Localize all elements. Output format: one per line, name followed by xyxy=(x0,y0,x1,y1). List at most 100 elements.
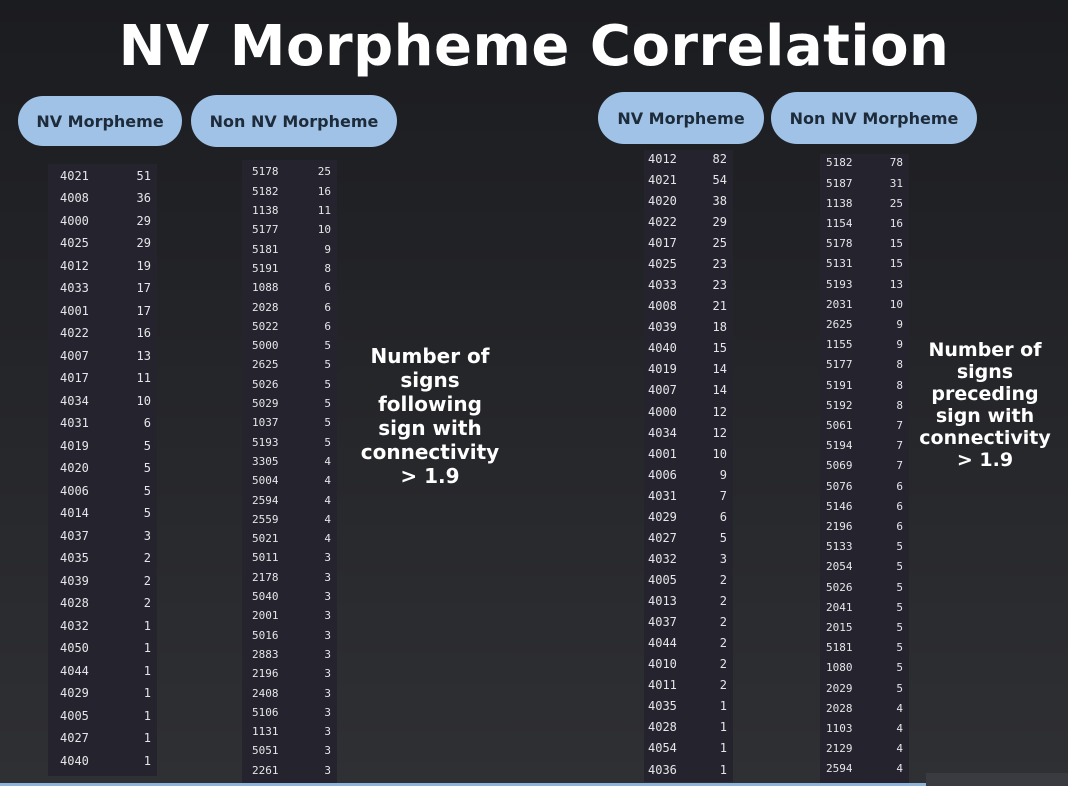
sign-id: 2028 xyxy=(826,701,853,715)
sign-count: 1 xyxy=(719,720,727,735)
sign-count: 13 xyxy=(889,277,903,291)
sign-count: 10 xyxy=(712,446,727,461)
sign-id: 4032 xyxy=(648,551,677,566)
left-non-nv-morpheme-pill: Non NV Morpheme xyxy=(191,95,397,147)
sign-id: 2408 xyxy=(252,686,279,700)
sign-count: 2 xyxy=(719,678,727,693)
sign-count: 2 xyxy=(143,596,151,611)
sign-count: 7 xyxy=(896,439,903,453)
sign-id: 4037 xyxy=(60,528,89,543)
sign-count: 5 xyxy=(143,461,151,476)
right-non-nv-morpheme-pill: Non NV Morpheme xyxy=(771,92,977,144)
sign-id: 4039 xyxy=(648,320,677,335)
sign-count: 5 xyxy=(896,621,903,634)
sign-id: 4020 xyxy=(648,193,677,208)
sign-id: 3305 xyxy=(252,454,279,468)
sign-count: 3 xyxy=(719,551,727,566)
sign-id: 4033 xyxy=(648,278,677,293)
sign-count: 4 xyxy=(324,454,331,468)
sign-id: 5191 xyxy=(826,378,853,392)
sign-id: 5192 xyxy=(826,398,853,412)
sign-id: 4012 xyxy=(648,151,677,166)
sign-id: 4034 xyxy=(60,393,89,408)
sign-id: 5000 xyxy=(252,339,279,353)
sign-id: 4007 xyxy=(60,348,89,363)
sign-count: 5 xyxy=(324,358,331,372)
sign-id: 2029 xyxy=(826,681,853,695)
sign-count: 4 xyxy=(896,722,903,735)
sign-id: 4019 xyxy=(60,438,89,453)
sign-id: 5026 xyxy=(826,580,853,594)
sign-id: 4008 xyxy=(648,299,677,314)
sign-count: 5 xyxy=(896,641,903,655)
sign-count: 7 xyxy=(896,459,903,473)
sign-count: 16 xyxy=(317,184,331,198)
sign-id: 5004 xyxy=(252,474,279,488)
sign-id: 4017 xyxy=(60,371,89,386)
sign-id: 4012 xyxy=(60,258,89,273)
sign-count: 2 xyxy=(143,551,151,566)
sign-count: 1 xyxy=(719,762,727,777)
sign-id: 4017 xyxy=(648,236,677,251)
sign-id: 2883 xyxy=(252,647,279,661)
sign-count: 3 xyxy=(324,570,331,584)
sign-count: 5 xyxy=(143,483,151,498)
sign-count: 4 xyxy=(324,493,331,507)
sign-id: 5011 xyxy=(252,551,279,565)
sign-count: 8 xyxy=(896,378,903,392)
sign-count: 17 xyxy=(136,303,151,318)
sign-count: 4 xyxy=(324,512,331,526)
sign-count: 15 xyxy=(889,237,903,251)
sign-id: 1155 xyxy=(826,338,853,352)
sign-id: 4020 xyxy=(60,461,89,476)
sign-id: 4034 xyxy=(648,425,677,440)
sign-count: 1 xyxy=(143,618,151,633)
sign-count: 2 xyxy=(719,573,727,587)
sign-id: 2178 xyxy=(252,570,279,584)
sign-count: 8 xyxy=(896,358,903,372)
sign-id: 4011 xyxy=(648,678,677,693)
sign-count: 5 xyxy=(896,661,903,675)
sign-count: 4 xyxy=(896,701,903,715)
sign-count: 10 xyxy=(136,393,151,408)
sign-id: 5026 xyxy=(252,377,279,391)
page-title: NV Morpheme Correlation xyxy=(118,14,950,79)
sign-count: 6 xyxy=(719,509,727,524)
sign-count: 3 xyxy=(324,628,331,642)
sign-count: 29 xyxy=(136,213,151,228)
sign-count: 2 xyxy=(719,636,727,651)
sign-id: 4031 xyxy=(648,488,677,503)
sign-count: 4 xyxy=(324,532,331,546)
sign-id: 1080 xyxy=(826,661,853,675)
sign-count: 1 xyxy=(719,699,727,714)
sign-count: 4 xyxy=(896,762,903,776)
sign-count: 7 xyxy=(719,488,727,503)
sign-id: 4008 xyxy=(60,191,89,206)
sign-id: 2031 xyxy=(826,297,853,311)
sign-id: 2054 xyxy=(826,560,853,574)
sign-id: 5029 xyxy=(252,397,279,410)
sign-count: 3 xyxy=(324,744,331,758)
sign-id: 5131 xyxy=(826,257,853,271)
sign-count: 6 xyxy=(896,479,903,493)
sign-count: 9 xyxy=(719,467,727,482)
sign-count: 5 xyxy=(324,377,331,391)
sign-id: 4037 xyxy=(648,615,677,630)
sign-count: 29 xyxy=(136,236,151,251)
sign-count: 12 xyxy=(712,404,727,419)
sign-count: 6 xyxy=(896,499,903,513)
sign-count: 3 xyxy=(324,590,331,603)
sign-id: 4032 xyxy=(60,618,89,633)
sign-id: 1154 xyxy=(826,217,853,230)
sign-count: 4 xyxy=(324,474,331,488)
sign-id: 5133 xyxy=(826,540,853,554)
sign-id: 4022 xyxy=(648,214,677,229)
sign-count: 4 xyxy=(896,742,903,756)
sign-id: 2196 xyxy=(252,667,279,681)
sign-id: 4044 xyxy=(648,636,677,651)
sign-count: 18 xyxy=(712,320,727,335)
sign-count: 8 xyxy=(896,398,903,412)
sign-count: 6 xyxy=(324,300,331,314)
sign-count: 9 xyxy=(896,318,903,331)
sign-count: 3 xyxy=(324,686,331,700)
